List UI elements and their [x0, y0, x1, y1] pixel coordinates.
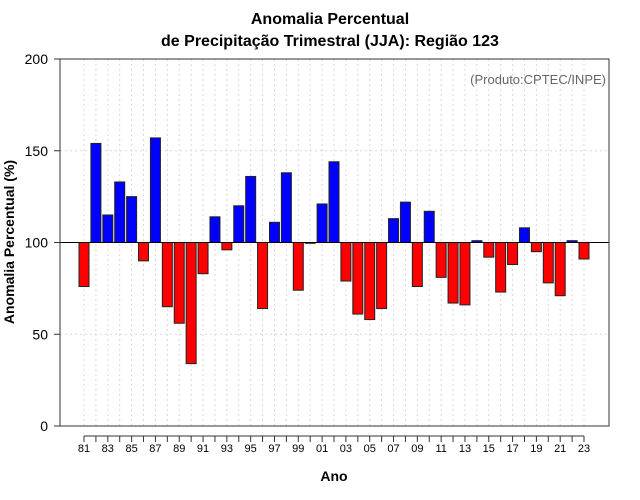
x-tick-label: 03: [340, 443, 352, 455]
bar: [102, 214, 114, 244]
x-tick-label: 97: [268, 443, 280, 455]
x-tick-label: 81: [78, 443, 90, 455]
x-tick-label: 93: [221, 443, 233, 455]
y-tick-label: 150: [25, 143, 49, 159]
chart-title-line1: Anomalia Percentual: [251, 11, 409, 28]
bar: [316, 203, 328, 243]
bar: [447, 242, 459, 304]
x-tick-label: 09: [411, 443, 423, 455]
x-tick-label: 87: [149, 443, 161, 455]
bar: [554, 242, 566, 297]
bar: [292, 242, 304, 291]
bar: [376, 242, 388, 310]
bar: [78, 242, 90, 288]
bar: [507, 242, 519, 266]
bar: [423, 210, 435, 243]
bar: [245, 175, 257, 243]
bar: [221, 242, 233, 251]
source-annotation: (Produto:CPTEC/INPE): [470, 72, 606, 87]
x-axis: 81 83 85 87 89 91 93 95 97 99 01 03 05 07 09 11 13 15 17 19…: [78, 435, 590, 455]
x-tick-label: 95: [245, 443, 257, 455]
y-tick-label: 0: [40, 418, 48, 434]
y-tick-label: 100: [25, 235, 49, 251]
chart-title-line2: de Precipitação Trimestral (JJA): Região…: [161, 33, 499, 50]
y-tick-label: 50: [32, 326, 48, 342]
y-tick-label: 200: [25, 51, 49, 67]
bar: [495, 242, 507, 293]
x-tick-label: 15: [483, 443, 495, 455]
y-axis-label: Anomalia Percentual (%): [1, 160, 17, 324]
bar: [197, 242, 209, 275]
bar: [268, 221, 280, 244]
bar: [352, 242, 364, 315]
bar: [578, 242, 590, 260]
x-tick-label: 85: [125, 443, 137, 455]
bar: [209, 216, 221, 243]
bar: [149, 137, 161, 243]
x-tick-label: 21: [554, 443, 566, 455]
bar: [542, 242, 554, 284]
x-tick-label: 11: [435, 443, 446, 455]
x-tick-label: 99: [292, 443, 304, 455]
bar: [364, 242, 376, 321]
x-tick-label: 89: [173, 443, 185, 455]
x-tick-label: 01: [316, 443, 328, 455]
bar: [459, 242, 471, 306]
x-tick-label: 91: [197, 443, 209, 455]
bar: [90, 142, 102, 243]
y-axis: 0 50 100 150 200: [25, 51, 60, 434]
bar: [388, 218, 400, 244]
bar: [233, 205, 245, 244]
bar: [280, 172, 292, 244]
x-tick-label: 83: [102, 443, 114, 455]
x-tick-label: 17: [506, 443, 518, 455]
bar: [114, 181, 126, 244]
bar: [530, 242, 542, 253]
bar: [483, 242, 495, 258]
bar: [435, 242, 447, 278]
bar: [185, 242, 197, 365]
bar: [518, 227, 530, 244]
x-tick-label: 05: [364, 443, 376, 455]
bars: [78, 137, 590, 365]
bar: [126, 196, 138, 243]
bar: [411, 242, 423, 288]
bar: [257, 242, 269, 310]
bar: [328, 161, 340, 243]
bar: [340, 242, 352, 282]
bar: [399, 201, 411, 244]
bar: [173, 242, 185, 324]
bar: [138, 242, 150, 262]
x-tick-label: 13: [459, 443, 471, 455]
bar: [161, 242, 173, 308]
x-axis-label: Ano: [320, 468, 347, 484]
x-tick-label: 19: [530, 443, 542, 455]
x-tick-label: 07: [387, 443, 399, 455]
x-tick-label: 23: [578, 443, 590, 455]
